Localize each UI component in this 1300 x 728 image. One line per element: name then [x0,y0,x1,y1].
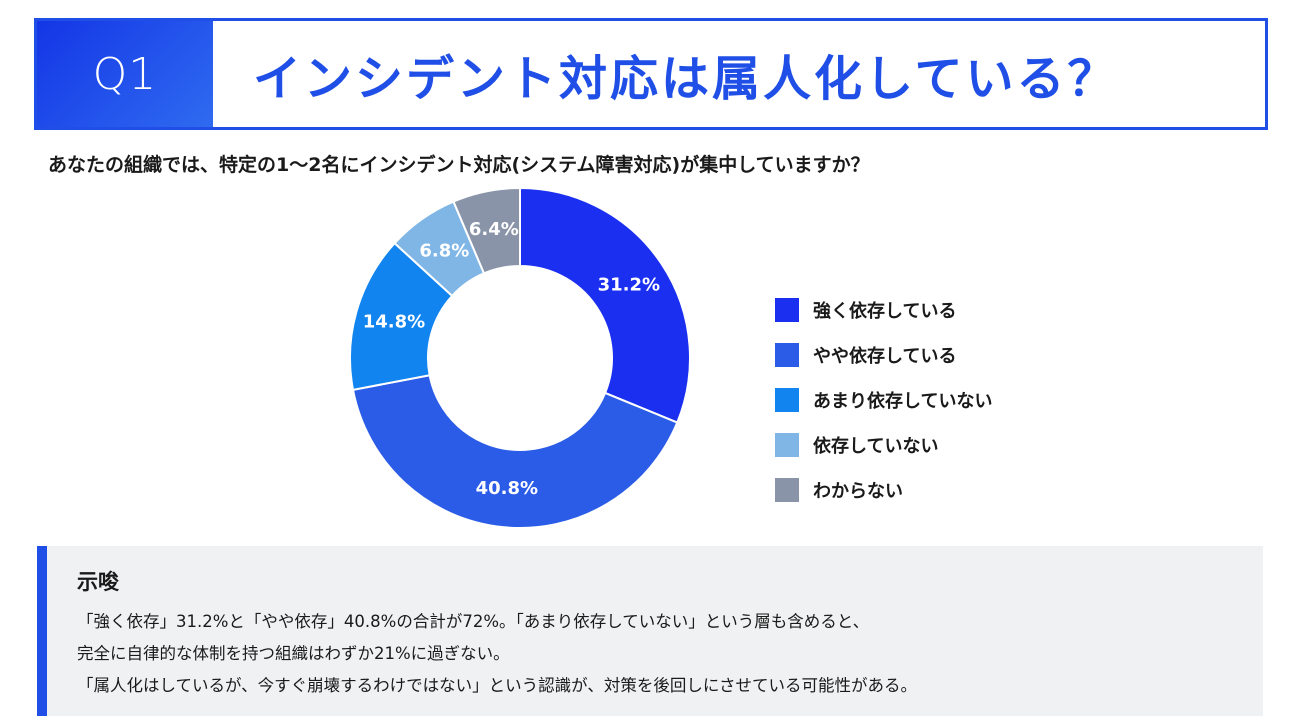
insight-line: 「属人化はしているが、今すぐ崩壊するわけではない」という認識が、対策を後回しにさ… [77,676,918,695]
legend-swatch [775,297,799,322]
legend-swatch [775,432,799,457]
header-banner: Q1 インシデント対応は属人化している？ [34,18,1268,130]
legend-item-not-very-dependent: あまり依存していない [775,377,992,422]
chart-legend: 強く依存している やや依存している あまり依存していない 依存していない わから… [775,287,992,512]
legend-label: やや依存している [813,345,957,367]
slice-somewhat-dependent [351,374,679,529]
legend-item-somewhat-dependent: やや依存している [775,332,992,377]
legend-swatch [775,342,799,367]
legend-item-not-dependent: 依存していない [775,422,992,467]
question-number-badge: Q1 [37,21,213,127]
slice-value-label: 14.8% [363,312,425,333]
legend-swatch [775,477,799,502]
legend-item-unknown: わからない [775,467,992,512]
insight-line: 「強く依存」31.2%と「やや依存」40.8%の合計が72%。「あまり依存してい… [77,612,870,631]
legend-label: あまり依存していない [813,390,993,412]
insight-line: 完全に自律的な体制を持つ組織はわずか21%に過ぎない。 [77,644,510,663]
slice-value-label: 6.4% [469,219,519,240]
donut-chart: 31.2% 40.8% 14.8% 6.8%6.4% [349,188,691,529]
slice-unknown [452,188,521,275]
legend-swatch [775,387,799,412]
legend-item-strongly-dependent: 強く依存している [775,287,992,332]
legend-label: 強く依存している [813,300,957,322]
page-title: インシデント対応は属人化している？ [253,51,1119,107]
slice-value-label: 31.2% [598,275,660,296]
survey-question: あなたの組織では、特定の1〜2名にインシデント対応(システム障害対応)が集中して… [48,154,870,176]
legend-label: 依存していない [813,435,939,457]
slice-value-label: 6.8% [419,241,469,262]
slice-strongly-dependent [519,188,691,424]
insight-title: 示唆 [77,570,119,594]
legend-label: わからない [813,480,903,502]
slice-value-label: 40.8% [476,478,538,499]
insight-panel: 示唆 「強く依存」31.2%と「やや依存」40.8%の合計が72%。「あまり依存… [37,546,1263,716]
